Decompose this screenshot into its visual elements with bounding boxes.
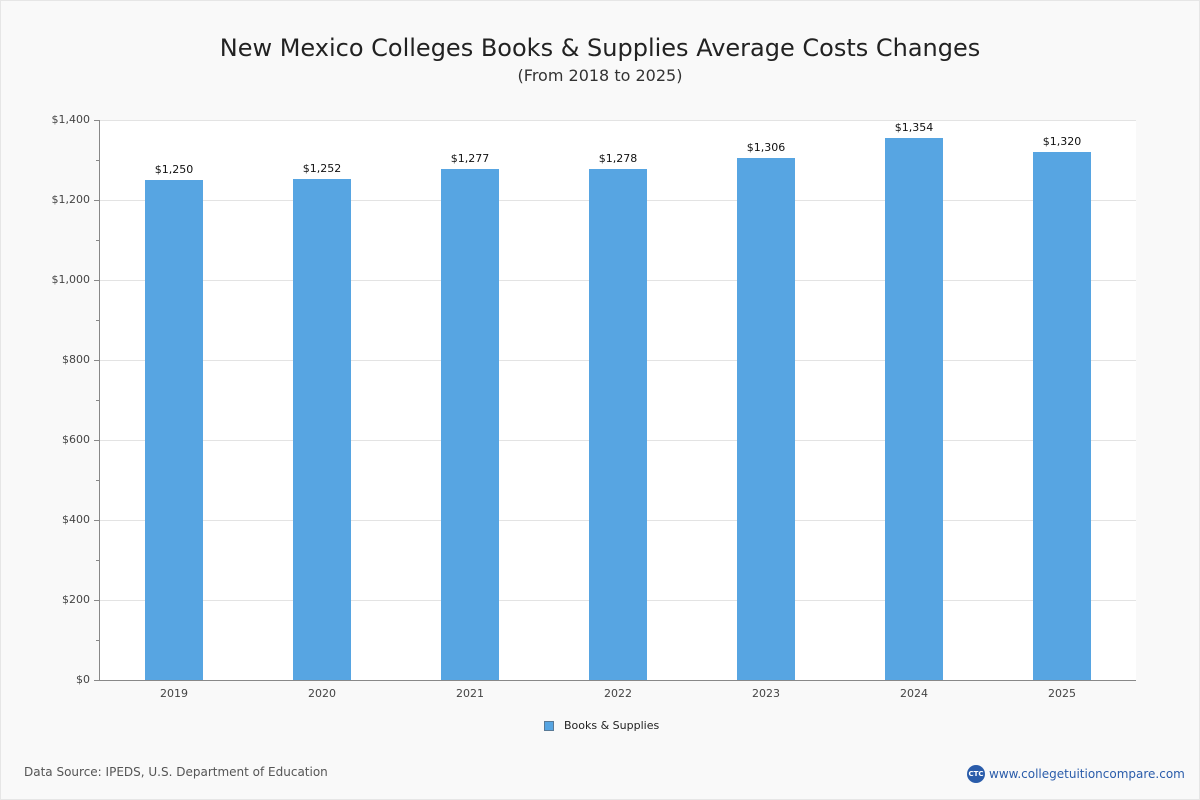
bar-2022[interactable] xyxy=(589,168,647,680)
bar-value-label: $1,252 xyxy=(302,162,342,176)
data-source: Data Source: IPEDS, U.S. Department of E… xyxy=(24,765,328,779)
y-tick-label: $600 xyxy=(62,433,90,446)
y-tick xyxy=(94,200,99,201)
y-tick xyxy=(94,680,99,681)
y-tick-label: $1,000 xyxy=(51,273,91,286)
x-axis-line xyxy=(99,680,1136,681)
x-tick-label: 2023 xyxy=(752,687,780,700)
y-minor-tick xyxy=(96,560,99,561)
bar-2023[interactable] xyxy=(737,157,795,680)
bar-value-label: $1,354 xyxy=(894,121,934,135)
y-minor-tick xyxy=(96,400,99,401)
bar-value-label: $1,320 xyxy=(1042,135,1082,148)
bar-value-label: $1,278 xyxy=(598,151,638,165)
y-tick-label: $1,200 xyxy=(51,193,91,206)
y-tick-label: $0 xyxy=(76,673,90,686)
y-minor-tick xyxy=(96,240,99,241)
y-tick xyxy=(94,440,99,441)
y-tick xyxy=(94,120,99,121)
bar-value-label: $1,277 xyxy=(450,152,490,166)
y-tick-label: $800 xyxy=(62,353,90,366)
ctc-logo-icon: CTC xyxy=(967,765,985,783)
y-minor-tick xyxy=(96,320,99,321)
legend-swatch xyxy=(544,720,554,731)
y-tick xyxy=(94,280,99,281)
brand-url: www.collegetuitioncompare.com xyxy=(989,767,1185,781)
bar-2021[interactable] xyxy=(441,169,499,680)
x-tick-label: 2024 xyxy=(900,687,928,700)
x-tick-label: 2019 xyxy=(160,687,188,700)
y-tick-label: $1,400 xyxy=(51,113,91,126)
y-minor-tick xyxy=(96,640,99,641)
x-tick-label: 2020 xyxy=(308,687,336,700)
y-tick xyxy=(94,360,99,361)
legend[interactable]: Books & Supplies xyxy=(544,719,659,732)
bar-value-label: $1,306 xyxy=(746,140,786,154)
bar-2020[interactable] xyxy=(293,179,351,680)
bar-2024[interactable] xyxy=(885,138,943,680)
x-tick-label: 2021 xyxy=(456,687,484,700)
x-tick-label: 2025 xyxy=(1048,687,1076,700)
gridline xyxy=(100,120,1136,121)
y-tick xyxy=(94,600,99,601)
y-tick-label: $200 xyxy=(62,593,90,606)
chart-title: New Mexico Colleges Books & Supplies Ave… xyxy=(219,34,981,62)
bar-2025[interactable] xyxy=(1033,152,1091,680)
y-tick xyxy=(94,520,99,521)
legend-label: Books & Supplies xyxy=(564,719,660,732)
y-minor-tick xyxy=(96,480,99,481)
y-axis-line xyxy=(99,120,100,681)
y-tick-label: $400 xyxy=(62,513,90,526)
x-tick-label: 2022 xyxy=(604,687,632,700)
chart-subtitle: (From 2018 to 2025) xyxy=(517,66,683,85)
brand-link[interactable]: CTC www.collegetuitioncompare.com xyxy=(967,765,1185,783)
bar-2019[interactable] xyxy=(145,180,203,680)
y-minor-tick xyxy=(96,160,99,161)
bar-value-label: $1,250 xyxy=(154,163,194,176)
